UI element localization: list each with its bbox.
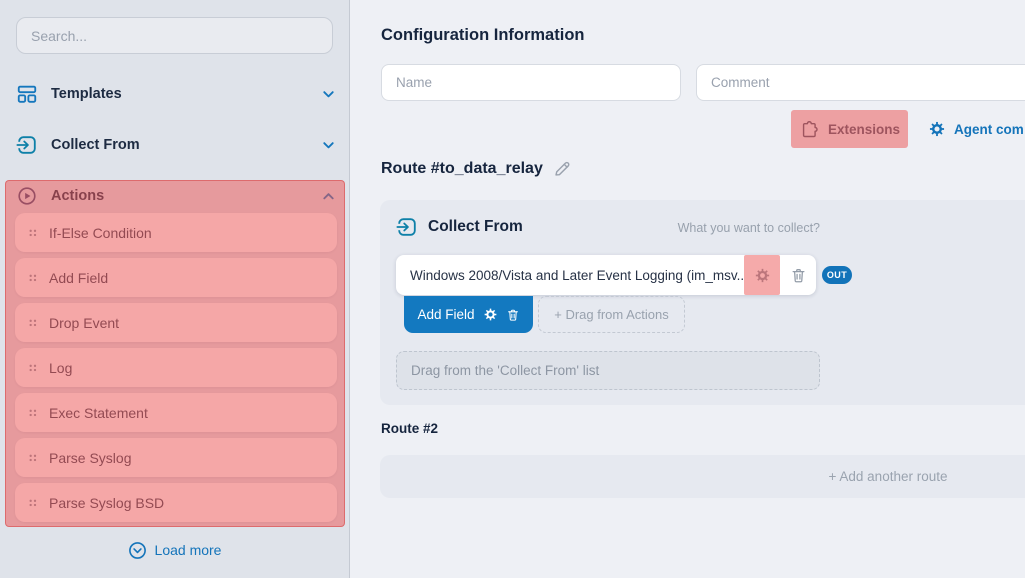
drag-handle-icon[interactable] xyxy=(28,498,38,508)
chevron-down-icon[interactable] xyxy=(321,87,336,102)
list-item-if-else-condition[interactable]: If-Else Condition xyxy=(15,213,337,252)
sidebar-item-label: Actions xyxy=(51,188,105,204)
list-item-parse-syslog-bsd[interactable]: Parse Syslog BSD xyxy=(15,483,337,522)
search-input[interactable] xyxy=(16,17,333,54)
drag-handle-icon[interactable] xyxy=(28,273,38,283)
arrow-into-box-icon xyxy=(16,134,38,156)
drag-handle-icon[interactable] xyxy=(28,453,38,463)
module-settings-button[interactable] xyxy=(744,255,780,295)
drag-from-actions-dropzone[interactable]: + Drag from Actions xyxy=(538,296,685,333)
gear-icon xyxy=(928,120,946,138)
gear-icon[interactable] xyxy=(483,307,498,322)
trash-icon[interactable] xyxy=(506,308,520,322)
list-item-label: Log xyxy=(49,359,73,376)
pencil-icon[interactable] xyxy=(553,159,572,178)
load-more-button[interactable]: Load more xyxy=(0,538,349,562)
drag-handle-icon[interactable] xyxy=(28,228,38,238)
module-card-windows-event-logging[interactable]: Windows 2008/Vista and Later Event Loggi… xyxy=(396,255,816,295)
list-item-label: Parse Syslog xyxy=(49,449,132,466)
list-item-label: Add Field xyxy=(49,269,109,286)
collect-from-title: Collect From xyxy=(428,218,523,235)
play-circle-icon xyxy=(16,185,38,207)
sidebar-item-templates[interactable]: Templates xyxy=(0,80,349,108)
comment-field[interactable] xyxy=(696,64,1025,101)
route2-title: Route #2 xyxy=(381,421,439,436)
route1-header: Route #to_data_relay xyxy=(381,159,572,178)
drag-handle-icon[interactable] xyxy=(28,318,38,328)
arrow-into-box-icon xyxy=(396,216,418,238)
extensions-label: Extensions xyxy=(827,121,901,137)
list-item-drop-event[interactable]: Drop Event xyxy=(15,303,337,342)
list-item-label: If-Else Condition xyxy=(49,224,152,241)
list-item-exec-statement[interactable]: Exec Statement xyxy=(15,393,337,432)
add-another-route-button[interactable]: + Add another route xyxy=(380,455,1025,498)
list-item-parse-syslog[interactable]: Parse Syslog xyxy=(15,438,337,477)
sidebar-item-actions[interactable]: Actions xyxy=(0,182,349,210)
module-delete-button[interactable] xyxy=(780,255,816,295)
add-field-action-button[interactable]: Add Field xyxy=(404,296,533,333)
list-item-label: Exec Statement xyxy=(49,404,148,421)
list-item-label: Parse Syslog BSD xyxy=(49,494,165,511)
add-field-label: Add Field xyxy=(417,307,475,322)
name-field[interactable] xyxy=(381,64,681,101)
extensions-button[interactable]: Extensions xyxy=(791,110,908,148)
drag-handle-icon[interactable] xyxy=(28,408,38,418)
list-item-label: Drop Event xyxy=(49,314,120,331)
chevron-down-icon[interactable] xyxy=(321,138,336,153)
list-item-log[interactable]: Log xyxy=(15,348,337,387)
agent-comment-button[interactable]: Agent com xyxy=(928,110,1024,148)
templates-icon xyxy=(16,83,38,105)
sidebar-item-label: Collect From xyxy=(51,137,140,153)
route1-card: Collect From What you want to collect? W… xyxy=(380,200,1025,405)
agent-comment-label: Agent com xyxy=(954,121,1024,137)
load-more-label: Load more xyxy=(154,542,222,558)
list-item-add-field[interactable]: Add Field xyxy=(15,258,337,297)
puzzle-piece-icon xyxy=(799,119,819,139)
out-direction-badge: OUT xyxy=(822,266,852,284)
drag-handle-icon[interactable] xyxy=(28,363,38,373)
collect-from-hint: What you want to collect? xyxy=(677,221,820,235)
chevron-down-circle-icon xyxy=(128,541,147,560)
chevron-up-icon[interactable] xyxy=(321,189,336,204)
sidebar-item-label: Templates xyxy=(51,86,122,102)
module-name: Windows 2008/Vista and Later Event Loggi… xyxy=(410,267,744,283)
page-title: Configuration Information xyxy=(381,26,585,44)
sidebar-item-collect-from[interactable]: Collect From xyxy=(0,131,349,159)
collect-from-dropzone[interactable]: Drag from the 'Collect From' list xyxy=(396,351,820,390)
module-sidebar: Templates Collect From xyxy=(0,0,350,578)
search-box xyxy=(16,17,333,54)
route1-title: Route #to_data_relay xyxy=(381,159,543,177)
